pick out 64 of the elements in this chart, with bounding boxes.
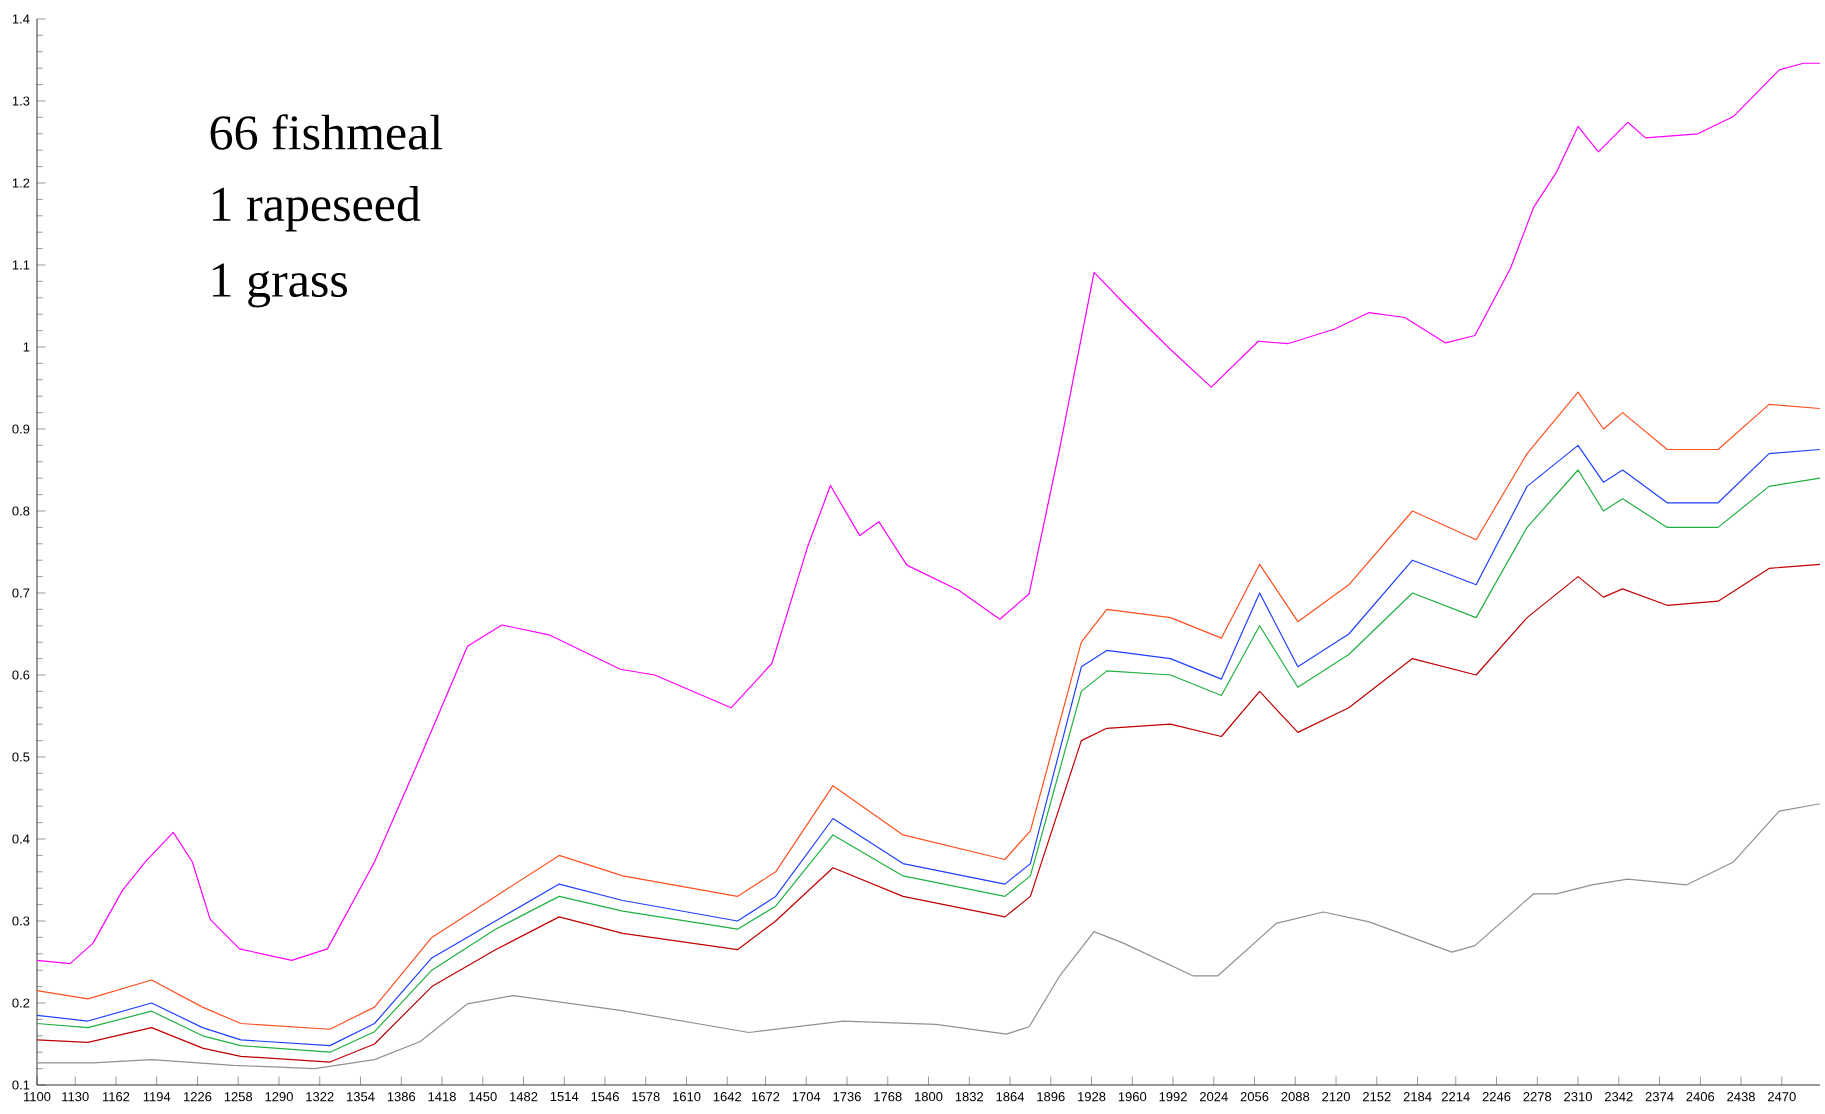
y-tick-label: 0.8 [12, 506, 30, 516]
x-tick-label: 1578 [632, 1092, 660, 1102]
x-tick-label: 2120 [1322, 1092, 1350, 1102]
x-tick-label: 2056 [1240, 1092, 1269, 1102]
x-tick-label: 1736 [833, 1092, 861, 1102]
x-tick-label: 1704 [792, 1092, 821, 1102]
line-series [36, 803, 1821, 1070]
x-tick-label: 1482 [510, 1092, 538, 1102]
x-tick-label: 2342 [1604, 1092, 1633, 1102]
y-tick-label: 0.4 [12, 834, 30, 844]
x-tick-label: 1992 [1159, 1092, 1187, 1102]
y-tick-label: 0.1 [12, 1080, 30, 1090]
x-tick-label: 1832 [955, 1092, 984, 1102]
y-tick-label: 0.5 [12, 752, 30, 762]
y-tick-label: 0.9 [12, 424, 30, 434]
x-tick-label: 1226 [184, 1092, 212, 1102]
x-tick-label: 1130 [62, 1092, 89, 1102]
x-tick-label: 1418 [428, 1092, 456, 1102]
y-tick-label: 1.3 [12, 96, 30, 106]
x-tick-label: 1354 [347, 1092, 375, 1102]
x-tick-label: 2278 [1523, 1092, 1552, 1102]
annotation: 1 grass [212, 263, 348, 308]
y-tick-label: 0.3 [12, 916, 30, 926]
x-tick-label: 1322 [306, 1092, 334, 1102]
line-series [36, 563, 1821, 1063]
annotation: 66 fishmeal [210, 114, 443, 150]
annotation: 1 rapeseed [212, 186, 421, 232]
x-tick-label: 2470 [1768, 1092, 1796, 1102]
x-tick-label: 1642 [713, 1092, 742, 1102]
y-tick-label: 0.2 [12, 998, 30, 1008]
x-tick-label: 2024 [1199, 1092, 1228, 1102]
y-tick-label: 0.6 [12, 670, 30, 680]
x-tick-label: 1100 [24, 1092, 51, 1102]
x-tick-label: 1386 [387, 1092, 416, 1102]
x-tick-label: 2438 [1727, 1092, 1755, 1102]
x-tick-label: 2310 [1564, 1092, 1592, 1102]
x-tick-label: 1610 [673, 1092, 701, 1102]
x-tick-label: 1194 [143, 1092, 171, 1102]
x-tick-label: 2246 [1482, 1092, 1511, 1102]
y-tick-label: 1.4 [12, 14, 30, 24]
x-tick-label: 1768 [874, 1092, 902, 1102]
x-tick-label: 1514 [550, 1092, 579, 1102]
x-tick-label: 1896 [1037, 1092, 1065, 1102]
x-tick-label: 2374 [1645, 1092, 1674, 1102]
x-tick-label: 2214 [1441, 1092, 1470, 1102]
x-tick-label: 1290 [265, 1092, 293, 1102]
y-tick-label: 0.7 [12, 588, 30, 598]
y-tick-label: 1.2 [12, 178, 30, 188]
x-tick-label: 2184 [1403, 1092, 1432, 1102]
y-tick-label: 1 [23, 342, 30, 352]
x-tick-label: 1864 [996, 1092, 1025, 1102]
x-tick-label: 2406 [1686, 1092, 1715, 1102]
x-tick-label: 1258 [224, 1092, 253, 1102]
x-tick-label: 2088 [1281, 1092, 1310, 1102]
x-tick-label: 1960 [1118, 1092, 1147, 1102]
x-tick-label: 1450 [469, 1092, 497, 1102]
x-tick-label: 1162 [102, 1092, 130, 1102]
y-tick-label: 1.1 [12, 260, 30, 270]
x-tick-label: 2152 [1363, 1092, 1391, 1102]
x-tick-label: 1928 [1078, 1092, 1106, 1102]
x-tick-label: 1800 [915, 1092, 943, 1102]
x-tick-label: 1546 [591, 1092, 619, 1102]
line-series [36, 62, 1821, 965]
x-tick-label: 1672 [752, 1092, 780, 1102]
